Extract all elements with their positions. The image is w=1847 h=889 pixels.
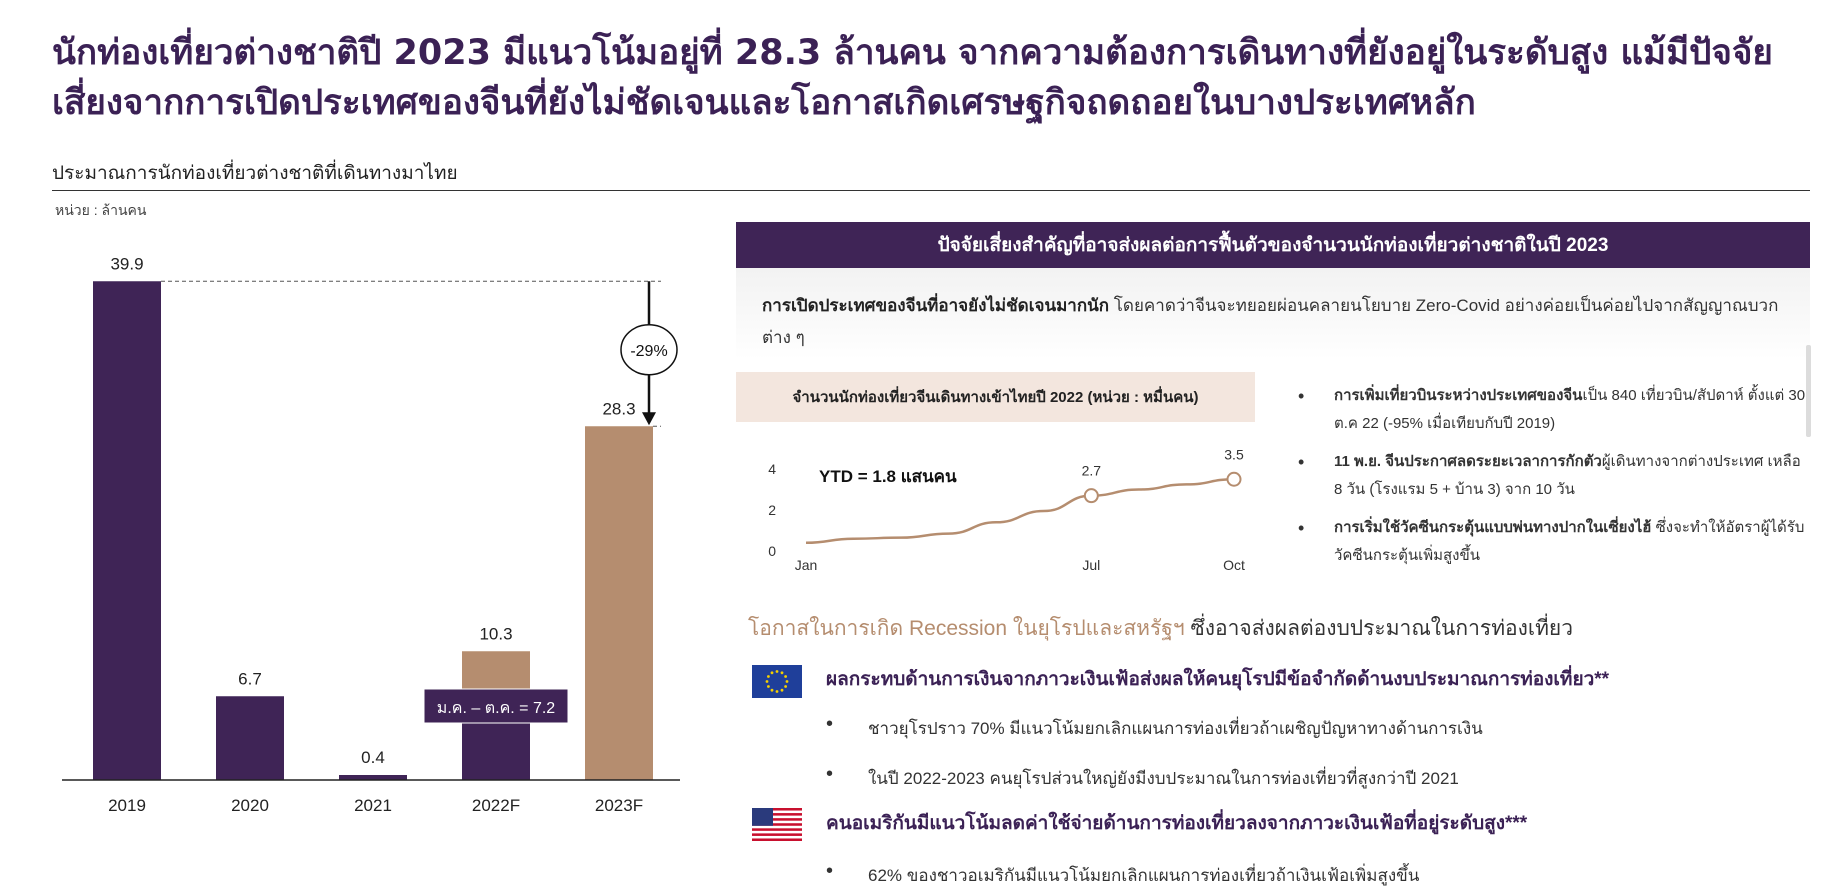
china-bullet-bold: การเริ่มใช้วัคซีนกระตุ้นแบบพ่นทางปากในเซ…	[1334, 519, 1652, 536]
bar-2022F	[462, 651, 530, 690]
series-line	[805, 478, 1235, 545]
bar-2023F	[585, 426, 653, 780]
china-summary: การเปิดประเทศของจีนที่อาจยังไม่ชัดเจนมาก…	[736, 268, 1810, 360]
risk-panel: ปัจจัยเสี่ยงสำคัญที่อาจส่งผลต่อการฟื้นตั…	[736, 222, 1810, 572]
china-bullets: การเพิ่มเที่ยวบินระหว่างประเทศของจีนเป็น…	[1286, 382, 1806, 580]
x-tick-label: Oct	[1223, 557, 1245, 572]
bar-value-label: 28.3	[602, 399, 635, 418]
eu-bullet-text: ชาวยุโรปราว 70% มีแนวโน้มยกเลิกแผนการท่อ…	[868, 719, 1483, 738]
china-bullet-text: ซึ่งจะทำให้อัตราผู้ได้รับวัคซีนกระตุ้นเพ…	[1334, 519, 1805, 564]
change-badge-label: -29%	[630, 343, 667, 360]
china-bullet-text: เป็น 840 เที่ยวบิน/สัปดาห์ ตั้งแต่ 30 ต.…	[1334, 387, 1806, 432]
ytd-annotation: YTD = 1.8 แสนคน	[819, 467, 957, 486]
x-tick-label: Jan	[795, 557, 818, 572]
china-bullet: 11 พ.ย. จีนประกาศลดระยะเวลาการกักตัวผู้เ…	[1286, 448, 1806, 504]
china-summary-bold: การเปิดประเทศของจีนที่อาจยังไม่ชัดเจนมาก…	[762, 296, 1110, 315]
x-tick-label: 2022F	[472, 796, 520, 815]
x-tick-label: 2023F	[595, 796, 643, 815]
panel-header: ปัจจัยเสี่ยงสำคัญที่อาจส่งผลต่อการฟื้นตั…	[736, 222, 1810, 268]
eu-bullet-text: ในปี 2022-2023 คนยุโรปส่วนใหญ่ยังมีงบประ…	[868, 769, 1459, 788]
china-bullet: การเริ่มใช้วัคซีนกระตุ้นแบบพ่นทางปากในเซ…	[1286, 514, 1806, 570]
us-bullet: • 62% ของชาวอเมริกันมีแนวโน้มยกเลิกแผนการ…	[826, 860, 1420, 885]
ytd-label-box	[423, 688, 569, 724]
eu-bullet: • ในปี 2022-2023 คนยุโรปส่วนใหญ่ยังมีงบปร…	[826, 763, 1459, 788]
bar-chart: 39.9 2019 6.7 2020 0.4 2021 10.3 2022F 28.3 2023F…	[62, 254, 680, 815]
us-bullet-text: 62% ของชาวอเมริกันมีแนวโน้มยกเลิกแผนการท…	[868, 866, 1420, 885]
recession-text: ซึ่งอาจส่งผลต่องบประมาณในการท่องเที่ยว	[1184, 617, 1574, 640]
point-label: 3.5	[1224, 446, 1244, 462]
ytd-label: ม.ค. – ต.ค. = 7.2	[437, 700, 555, 717]
bar-2019	[93, 281, 161, 780]
line-chart: 0 2 4 Jan Jul Oct 2.7 3.5 YTD = 1.8 แสนคน	[768, 446, 1245, 572]
recession-line: โอกาสในการเกิด Recession ในยุโรปและสหรัฐ…	[748, 612, 1573, 645]
unit-note: หน่วย : ล้านคน	[55, 202, 147, 218]
point-label: 2.7	[1082, 463, 1102, 479]
china-summary-text: โดยคาดว่าจีนจะทยอยผ่อนคลายนโยบาย Zero-Co…	[762, 296, 1779, 347]
bar-value-label: 10.3	[479, 624, 512, 643]
bar-value-label: 6.7	[238, 669, 262, 688]
china-bullet-bold: 11 พ.ย. จีนประกาศลดระยะเวลาการกักตัว	[1334, 453, 1602, 470]
bar-value-label: 39.9	[110, 254, 143, 273]
change-badge	[620, 324, 678, 376]
chart-section-title: ประมาณการนักท่องเที่ยวต่างชาติที่เดินทาง…	[52, 163, 458, 184]
y-tick-label: 4	[768, 461, 776, 477]
data-point	[1083, 488, 1099, 504]
china-bullet: การเพิ่มเที่ยวบินระหว่างประเทศของจีนเป็น…	[1286, 382, 1806, 438]
us-heading: คนอเมริกันมีแนวโน้มลดค่าใช้จ่ายด้านการท่…	[826, 813, 1528, 834]
china-bullet-bold: การเพิ่มเที่ยวบินระหว่างประเทศของจีน	[1334, 387, 1583, 404]
line-chart-title: จำนวนนักท่องเที่ยวจีนเดินทางเข้าไทยปี 20…	[736, 372, 1255, 422]
eu-flag-icon	[752, 665, 802, 698]
scrollbar[interactable]	[1806, 345, 1811, 437]
x-tick-label: 2019	[108, 796, 146, 815]
change-arrow-head	[642, 412, 656, 426]
china-bullet-text: ผู้เดินทางจากต่างประเทศ เหลือ 8 วัน (โรง…	[1334, 453, 1801, 498]
bar-2020	[216, 696, 284, 780]
us-flag-icon	[752, 808, 802, 841]
bar-value-label: 0.4	[361, 748, 385, 767]
recession-highlight: โอกาสในการเกิด Recession ในยุโรปและสหรัฐ…	[748, 617, 1185, 640]
bar-2021	[339, 775, 407, 780]
y-tick-label: 2	[768, 502, 776, 518]
x-tick-label: 2020	[231, 796, 269, 815]
data-point	[1226, 471, 1242, 487]
x-tick-label: Jul	[1082, 557, 1100, 572]
title-divider	[52, 190, 1810, 191]
x-tick-label: 2021	[354, 796, 392, 815]
y-tick-label: 0	[768, 543, 776, 559]
eu-bullet: • ชาวยุโรปราว 70% มีแนวโน้มยกเลิกแผนการท่…	[826, 713, 1483, 738]
eu-heading: ผลกระทบด้านการเงินจากภาวะเงินเฟ้อส่งผลให…	[826, 669, 1610, 690]
headline: นักท่องเที่ยวต่างชาติปี 2023 มีแนวโน้มอย…	[52, 33, 1773, 123]
